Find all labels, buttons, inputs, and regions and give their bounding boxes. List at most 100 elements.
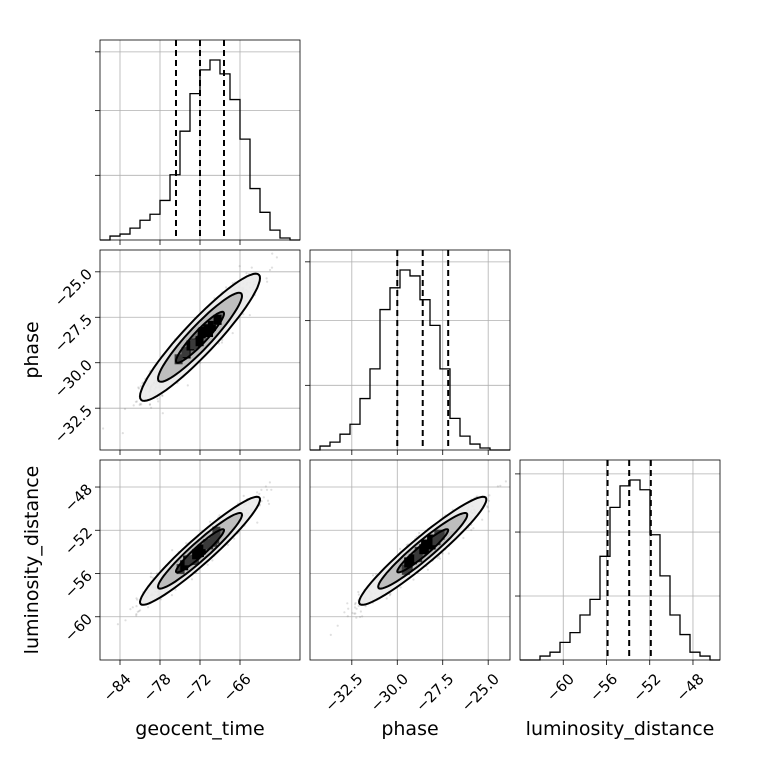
sample-point	[336, 624, 339, 627]
density-block	[205, 539, 214, 550]
sample-point	[504, 480, 507, 483]
tick-label-x: −25.0	[458, 670, 503, 715]
sample-point	[385, 597, 388, 600]
sample-point	[264, 485, 267, 488]
sample-point	[486, 506, 489, 509]
sample-point	[116, 623, 119, 626]
tick-label-y: −60	[61, 610, 96, 645]
sample-point	[265, 277, 268, 280]
sample-point	[270, 488, 273, 491]
sample-point	[412, 578, 415, 581]
sample-point	[135, 597, 138, 600]
sample-point	[150, 406, 153, 409]
panel-content	[116, 481, 273, 626]
tick-label-y: −32.5	[51, 401, 96, 446]
panel-1-1	[305, 249, 511, 451]
sample-point	[157, 400, 160, 403]
sample-point	[389, 592, 392, 596]
contour-line-1	[377, 512, 469, 590]
density-blocks	[174, 314, 222, 365]
sample-point	[132, 404, 135, 407]
sample-point	[265, 488, 269, 491]
sample-point	[371, 574, 375, 577]
contour-line-0	[138, 495, 262, 606]
sample-point	[329, 633, 332, 637]
density-block	[211, 533, 220, 544]
sample-point	[171, 549, 174, 552]
sample-point	[139, 385, 142, 388]
sample-point	[270, 266, 274, 269]
x-axis-geocent_time	[119, 240, 241, 245]
sample-point	[248, 314, 251, 317]
contour-line-0	[138, 272, 262, 402]
sample-point	[206, 563, 209, 566]
sample-point	[151, 576, 154, 579]
axis-label-luminosity_distance: luminosity_distance	[21, 466, 43, 655]
sample-point	[355, 616, 358, 619]
sample-point	[268, 481, 271, 484]
density-blocks	[176, 526, 221, 575]
sample-point	[353, 606, 357, 609]
sample-point	[148, 403, 151, 406]
sample-point	[271, 252, 274, 255]
tick-label-x: −78	[140, 670, 175, 705]
sample-point	[129, 608, 132, 611]
sample-point	[170, 594, 173, 597]
density-block	[203, 324, 212, 335]
sample-point	[218, 514, 221, 517]
contour-line-0	[358, 495, 488, 606]
sample-point	[357, 590, 360, 594]
sample-point	[136, 610, 139, 613]
axis-label-geocent_time: geocent_time	[135, 718, 264, 740]
sample-point	[137, 610, 141, 613]
sample-point	[355, 607, 358, 610]
sample-point	[225, 286, 228, 289]
panel-2-0	[99, 459, 301, 661]
sample-point	[487, 499, 491, 502]
sample-point	[221, 338, 224, 341]
sample-point	[137, 387, 140, 390]
tick-label-x: −72	[180, 670, 215, 705]
sample-point	[418, 531, 421, 535]
sample-point	[174, 588, 177, 591]
tick-label-x: −48	[673, 670, 708, 705]
sample-point	[231, 332, 234, 335]
panel-content	[329, 480, 507, 637]
sample-point	[156, 397, 159, 400]
contour-line-1	[156, 512, 244, 590]
axis-label-phase: phase	[21, 321, 43, 378]
sample-point	[447, 552, 450, 555]
sample-point	[148, 403, 152, 406]
sample-point	[242, 494, 245, 497]
sample-point	[438, 557, 442, 560]
tick-label-x: −27.5	[412, 670, 457, 715]
sample-point	[256, 491, 259, 494]
sample-point	[347, 607, 350, 610]
density-block	[408, 554, 417, 565]
sample-point	[357, 593, 360, 596]
sample-point	[147, 606, 150, 609]
sample-point	[343, 611, 346, 614]
sample-point	[359, 610, 362, 613]
sample-point	[159, 598, 163, 601]
density-block	[207, 320, 216, 331]
sample-point	[361, 615, 364, 618]
sample-point	[262, 496, 265, 499]
sample-point	[354, 612, 357, 615]
sample-point	[399, 547, 402, 551]
gridlines	[520, 460, 720, 660]
panel-frame	[309, 459, 511, 661]
sample-point	[250, 266, 253, 269]
contour-line-2	[174, 310, 226, 364]
sample-point	[245, 272, 248, 275]
tick-label-y: −52	[61, 524, 96, 559]
sample-point	[131, 606, 134, 609]
sample-point	[186, 384, 189, 387]
panel-0-0	[95, 39, 301, 241]
panel-2-1	[309, 459, 511, 661]
sample-point	[438, 555, 441, 558]
density-block	[198, 327, 207, 337]
sample-point	[354, 603, 357, 606]
